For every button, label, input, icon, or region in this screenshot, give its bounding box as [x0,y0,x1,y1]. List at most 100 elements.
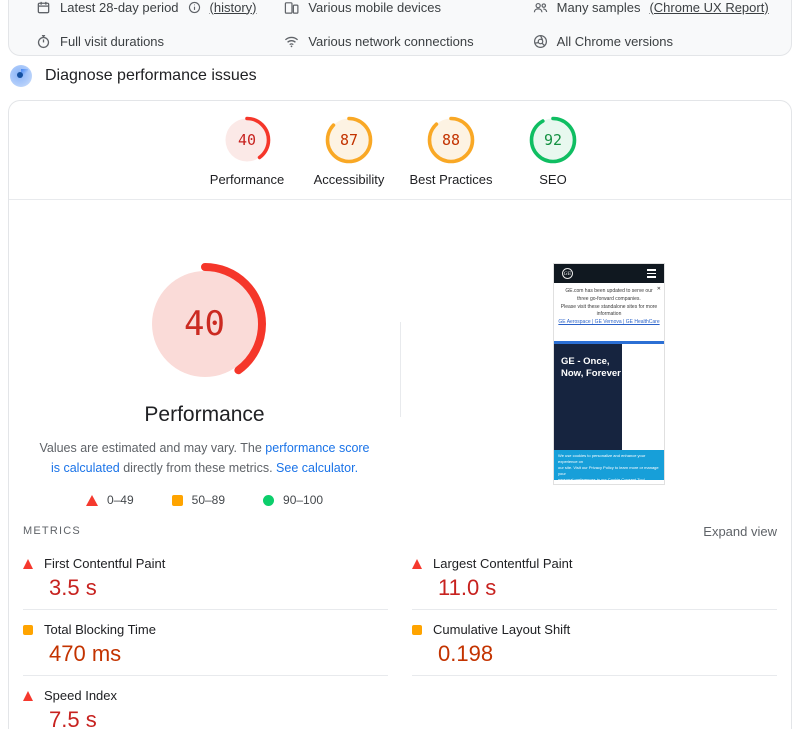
env-samples: Many samples (Chrome UX Report) [533,0,781,17]
cookie-buttons: ACCEPT OPTIONS [558,484,661,485]
metric-value: 3.5 s [49,575,97,600]
score-label: Best Practices [409,172,493,187]
score-label: SEO [539,172,567,187]
notice-line: information [596,311,622,318]
metric-name: Cumulative Layout Shift [433,622,571,637]
environment-card: Latest 28-day period (history) Various m… [8,0,792,56]
info-icon[interactable] [188,1,201,14]
crux-report-link[interactable]: (Chrome UX Report) [649,0,769,15]
score-gauges-row: 40 Performance 87 Accessibility [9,101,791,200]
env-connections: Various network connections [284,31,532,51]
notice-line: three go-forward companies. [577,295,641,302]
env-durations: Full visit durations [36,31,284,51]
score-seo[interactable]: 92 SEO [505,116,601,199]
score-accessibility[interactable]: 87 Accessibility [301,116,397,199]
metric-speed-index: Speed Index 7.5 s [23,676,388,729]
metric-first-contentful-paint: First Contentful Paint 3.5 s [23,544,388,610]
accessibility-gauge-small: 87 [325,116,373,164]
performance-gauge-small: 40 [223,116,271,164]
env-connections-label: Various network connections [308,33,474,49]
score-performance[interactable]: 40 Performance [199,116,295,199]
metric-total-blocking-time: Total Blocking Time 470 ms [23,610,388,676]
score-calc-link[interactable]: performance score is calculated [50,441,370,475]
ge-logo-icon: GE [562,268,573,279]
metric-name: First Contentful Paint [44,556,166,571]
score-label: Accessibility [313,172,385,187]
score-best-practices[interactable]: 88 Best Practices [403,116,499,199]
network-icon [285,36,299,47]
env-chrome: All Chrome versions [533,31,781,51]
history-link[interactable]: (history) [209,0,257,15]
score-value: 88 [441,131,461,149]
screenshot-cookie-banner: We use cookies to personalize and enhanc… [554,450,664,482]
metric-name: Largest Contentful Paint [433,556,573,571]
performance-gauge-title: Performance [144,403,265,426]
close-icon: ✕ [656,286,661,292]
cookie-line: We use cookies to personalize and enhanc… [558,452,646,464]
legend-average: 50–89 [171,493,226,507]
mobile-devices-icon [285,1,299,14]
notice-line: GE.com has been updated to serve our [565,288,653,294]
fail-triangle-icon [23,558,33,569]
performance-summary: 40 Performance Values are estimated and … [9,200,400,510]
performance-gauge-large[interactable]: 40 [143,262,267,386]
samples-icon [533,2,547,12]
chrome-icon [533,34,547,48]
screenshot-pane: GE ✕ GE.com has been updated to serve ou… [400,200,791,510]
options-button: OPTIONS [591,484,621,485]
metric-value: 470 ms [49,641,122,666]
metrics-heading: METRICS [23,525,81,537]
notice-divider [554,341,664,344]
score-value: 87 [339,131,359,149]
metric-name: Speed Index [44,688,118,703]
vertical-divider [400,322,401,417]
calendar-icon [37,1,50,13]
screenshot-footer [554,480,664,484]
performance-summary-row: 40 Performance Values are estimated and … [9,200,791,510]
fail-triangle-icon [412,558,422,569]
performance-score-value: 40 [184,304,225,344]
env-chrome-label: All Chrome versions [556,33,673,49]
page-screenshot-thumbnail[interactable]: GE ✕ GE.com has been updated to serve ou… [553,263,665,485]
cookie-line: our site. Visit our Privacy Policy to le… [558,464,659,476]
score-disclaimer: Values are estimated and may vary. The p… [36,438,374,478]
section-header: Diagnose performance issues [10,65,257,87]
metric-largest-contentful-paint: Largest Contentful Paint 11.0 s [412,544,777,610]
env-durations-label: Full visit durations [60,33,165,49]
expand-view-link[interactable]: Expand view [703,523,777,539]
see-calculator-link[interactable]: See calculator. [276,461,359,475]
legend-pass: 90–100 [263,493,323,507]
cookie-line: personal preferences in our Cookie Conse… [558,476,645,482]
fail-triangle-icon [23,690,33,701]
notice-line: Please visit these standalone sites for … [560,303,658,310]
lighthouse-card: 40 Performance 87 Accessibility [8,100,792,729]
notice-links: GE Aerospace | GE Vernova | GE HealthCar… [558,319,660,325]
score-value: 92 [543,131,563,149]
env-samples-label: Many samples [556,0,641,15]
metric-name: Total Blocking Time [44,622,156,637]
pass-circle-icon [263,494,275,506]
metrics-grid: First Contentful Paint 3.5 s Largest Con… [9,544,791,729]
seo-gauge-small: 92 [529,116,577,164]
metric-cumulative-layout-shift: Cumulative Layout Shift 0.198 [412,610,777,676]
screenshot-notice-banner: ✕ GE.com has been updated to serve our t… [554,283,664,341]
average-square-icon [412,624,422,635]
best-practices-gauge-small: 88 [427,116,475,164]
stopwatch-icon [37,34,50,48]
disclaimer-text-2: directly from these metrics. [123,461,273,475]
fail-triangle-icon [85,494,98,506]
env-period-label: Latest 28-day period [60,0,179,15]
legend-average-range: 50–89 [191,493,226,507]
hamburger-menu-icon [647,269,656,278]
metrics-header: METRICS Expand view [9,518,791,544]
screenshot-hero: GE - Once, Now, Forever [554,344,622,450]
metric-value: 7.5 s [49,707,97,729]
env-devices: Various mobile devices [284,0,532,17]
legend-pass-range: 90–100 [283,493,324,507]
metric-value: 0.198 [438,641,494,666]
lighthouse-icon [10,65,32,87]
score-legend: 0–49 50–89 90–100 [85,493,323,507]
env-devices-label: Various mobile devices [308,0,442,15]
average-square-icon [171,494,183,506]
